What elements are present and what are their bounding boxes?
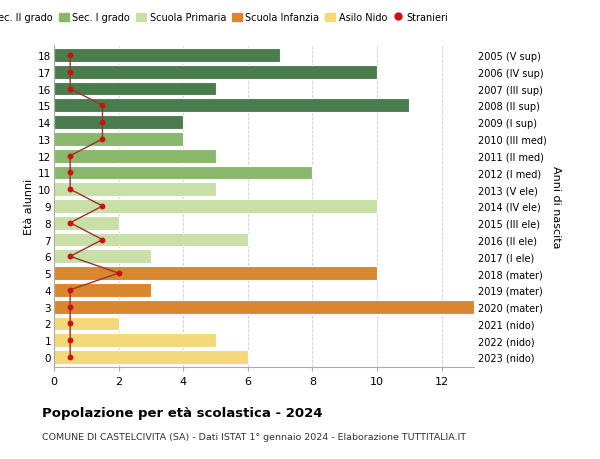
Point — [98, 119, 107, 127]
Bar — [54, 233, 248, 247]
Point — [98, 236, 107, 244]
Bar — [54, 334, 215, 347]
Bar — [54, 49, 280, 63]
Point — [98, 102, 107, 110]
Text: Popolazione per età scolastica - 2024: Popolazione per età scolastica - 2024 — [42, 406, 323, 419]
Point — [65, 86, 75, 93]
Point — [65, 353, 75, 361]
Point — [65, 186, 75, 194]
Bar — [54, 133, 183, 146]
Point — [65, 337, 75, 344]
Y-axis label: Età alunni: Età alunni — [24, 179, 34, 235]
Point — [65, 219, 75, 227]
Bar — [54, 66, 377, 79]
Bar — [54, 116, 183, 130]
Y-axis label: Anni di nascita: Anni di nascita — [551, 165, 561, 248]
Bar — [54, 150, 215, 163]
Point — [65, 153, 75, 160]
Point — [65, 253, 75, 260]
Point — [114, 270, 124, 277]
Bar — [54, 99, 409, 113]
Bar — [54, 300, 474, 314]
Point — [65, 286, 75, 294]
Legend: Sec. II grado, Sec. I grado, Scuola Primaria, Scuola Infanzia, Asilo Nido, Stran: Sec. II grado, Sec. I grado, Scuola Prim… — [0, 9, 452, 27]
Bar — [54, 83, 215, 96]
Bar — [54, 217, 119, 230]
Point — [98, 136, 107, 143]
Bar — [54, 200, 377, 213]
Point — [65, 169, 75, 177]
Point — [65, 52, 75, 60]
Point — [98, 203, 107, 210]
Bar — [54, 250, 151, 263]
Bar — [54, 350, 248, 364]
Text: COMUNE DI CASTELCIVITA (SA) - Dati ISTAT 1° gennaio 2024 - Elaborazione TUTTITAL: COMUNE DI CASTELCIVITA (SA) - Dati ISTAT… — [42, 432, 466, 442]
Bar — [54, 267, 377, 280]
Bar — [54, 283, 151, 297]
Bar — [54, 317, 119, 330]
Bar — [54, 183, 215, 196]
Point — [65, 303, 75, 311]
Bar — [54, 166, 313, 180]
Point — [65, 69, 75, 76]
Point — [65, 320, 75, 327]
